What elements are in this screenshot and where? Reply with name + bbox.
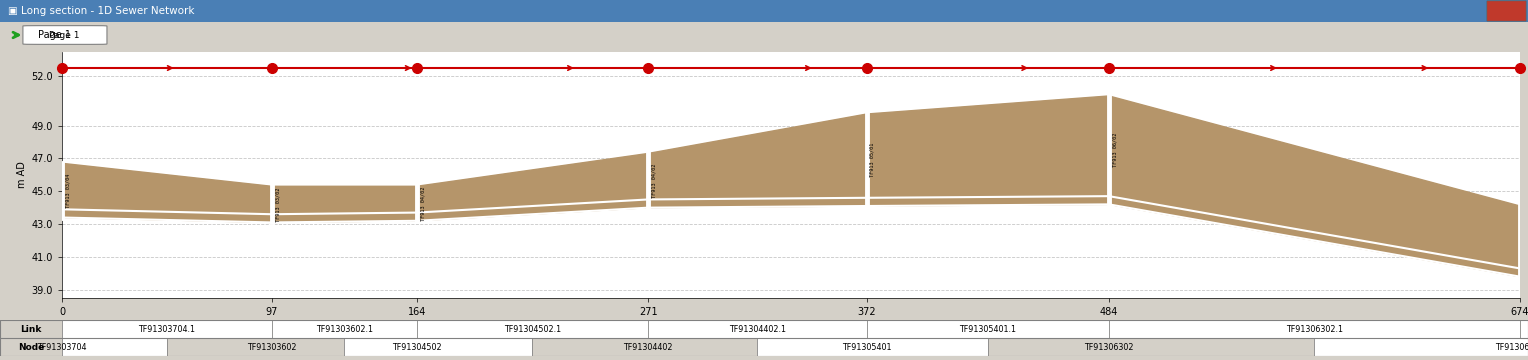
Bar: [417, 320, 648, 338]
Text: TF91306302.1: TF91306302.1: [1287, 324, 1343, 333]
Bar: [0, 320, 63, 338]
Text: Node: Node: [18, 342, 44, 351]
Text: TF91306104: TF91306104: [1496, 342, 1528, 351]
Bar: [532, 338, 758, 356]
Text: Link: Link: [20, 324, 41, 333]
Bar: [272, 320, 417, 338]
Bar: [1487, 1, 1526, 21]
Text: TF913 06/02: TF913 06/02: [1112, 133, 1117, 167]
Text: TF91304502: TF91304502: [393, 342, 442, 351]
Y-axis label: m AD: m AD: [17, 161, 28, 188]
Text: Page 1: Page 1: [38, 30, 72, 40]
FancyBboxPatch shape: [23, 26, 107, 44]
Text: TF913 04/02: TF913 04/02: [420, 186, 425, 221]
Bar: [1487, 1, 1526, 21]
Bar: [866, 320, 1109, 338]
Bar: [1314, 338, 1528, 356]
Bar: [1109, 320, 1520, 338]
Text: TF91306302: TF91306302: [1085, 342, 1134, 351]
Text: TF91303704.1: TF91303704.1: [139, 324, 196, 333]
Bar: [63, 338, 167, 356]
Text: TF91304402: TF91304402: [623, 342, 672, 351]
Text: TF913 03/04: TF913 03/04: [66, 173, 70, 208]
Text: TF91304502.1: TF91304502.1: [504, 324, 561, 333]
Bar: [344, 338, 532, 356]
Bar: [1520, 320, 1528, 338]
Text: TF913 05/01: TF913 05/01: [869, 143, 876, 177]
Bar: [167, 338, 344, 356]
Text: Page 1: Page 1: [49, 31, 79, 40]
Text: TF91303602.1: TF91303602.1: [316, 324, 373, 333]
Bar: [0, 338, 63, 356]
Bar: [758, 338, 987, 356]
Bar: [1487, 1, 1526, 21]
Text: TF91303704: TF91303704: [37, 342, 87, 351]
Polygon shape: [63, 96, 1520, 276]
Text: TF91305401: TF91305401: [842, 342, 891, 351]
Text: TF91304402.1: TF91304402.1: [729, 324, 785, 333]
Text: TF91303602: TF91303602: [248, 342, 296, 351]
Text: TF913 04/02: TF913 04/02: [651, 163, 657, 198]
Text: ▣ Long section - 1D Sewer Network: ▣ Long section - 1D Sewer Network: [8, 6, 194, 16]
Bar: [987, 338, 1314, 356]
Text: TF91305401.1: TF91305401.1: [960, 324, 1016, 333]
Bar: [648, 320, 866, 338]
Text: TF913 03/02: TF913 03/02: [275, 187, 280, 221]
Bar: [63, 320, 272, 338]
